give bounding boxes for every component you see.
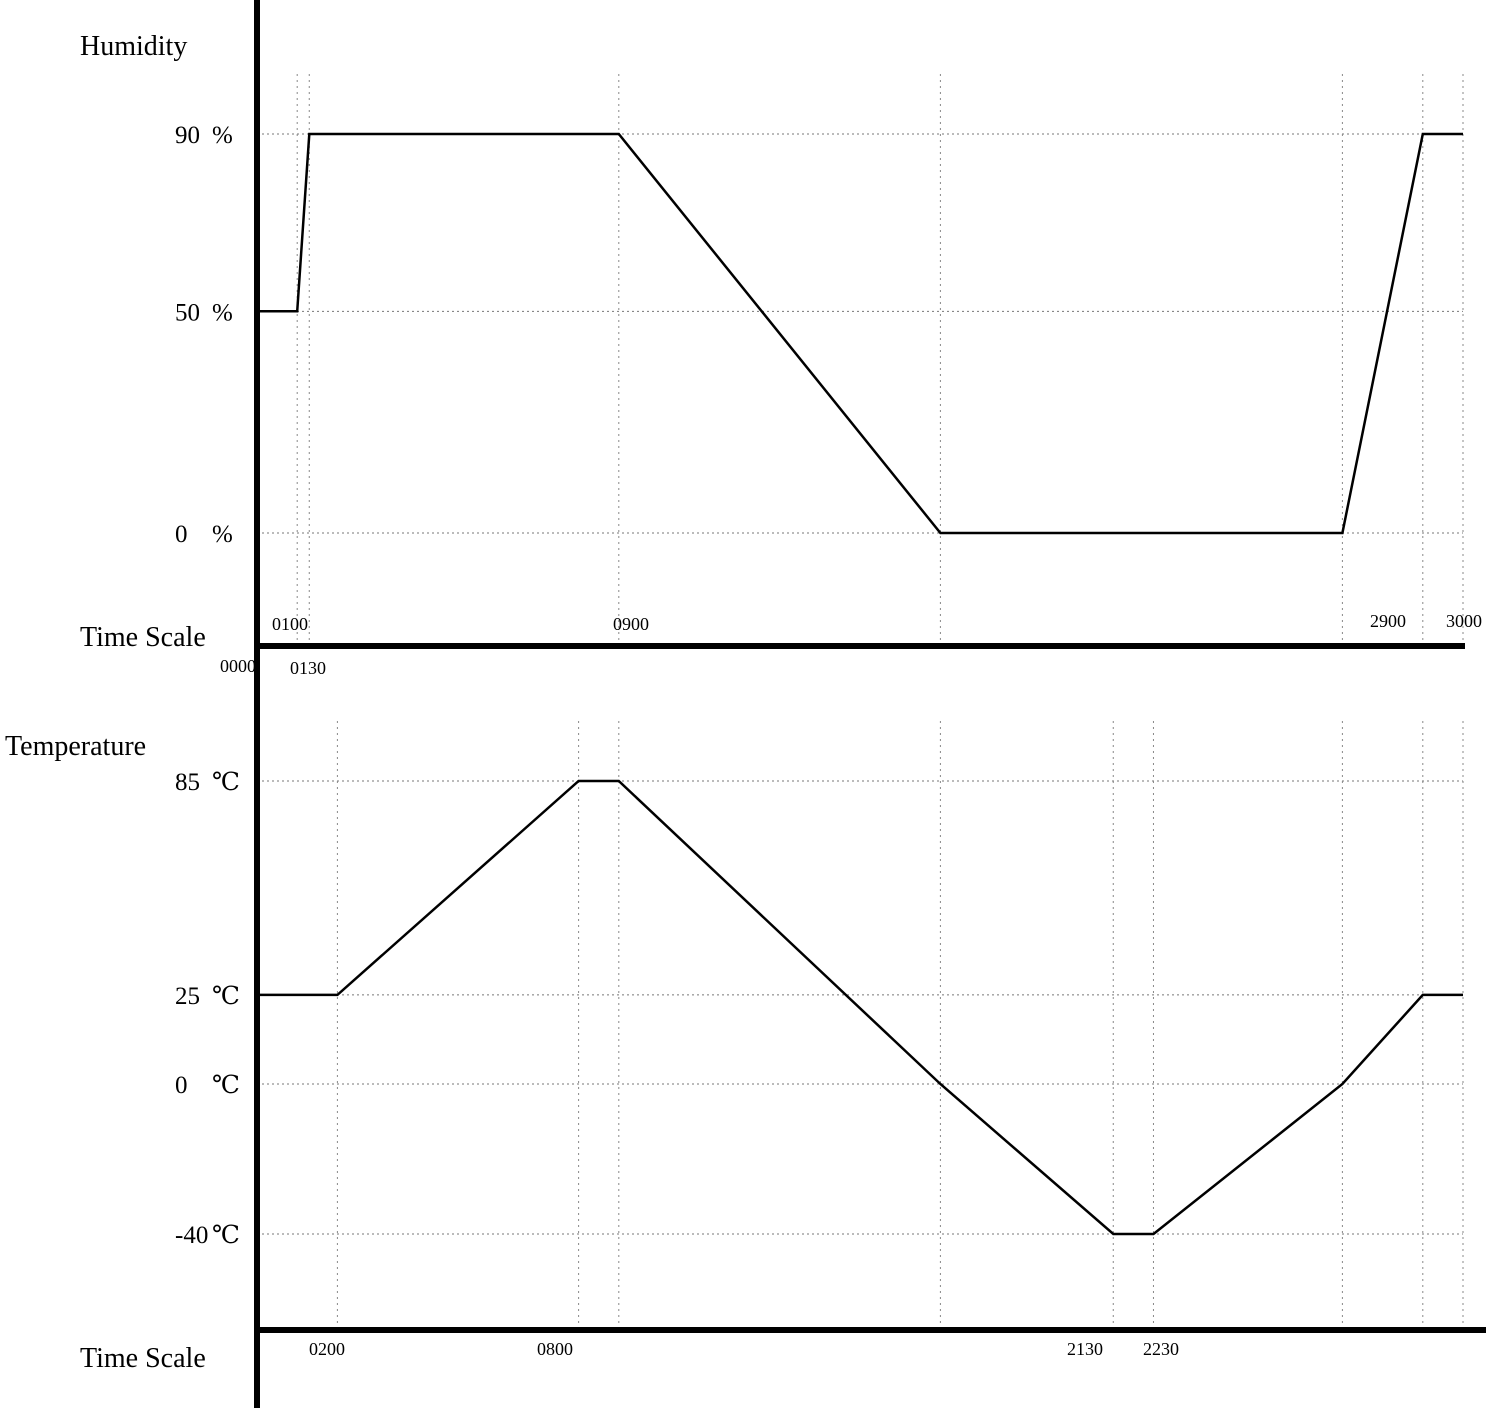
series <box>257 132 1463 1236</box>
temperature-x-tick-label: 0800 <box>537 1339 573 1359</box>
humidity-y-tick-label: 50 <box>175 299 200 326</box>
temperature-x-tick-label: 2230 <box>1143 1339 1179 1359</box>
temperature-y-tick-label: 0 <box>175 1072 188 1099</box>
axes <box>254 0 1486 1408</box>
temperature-axis-title: Temperature <box>5 731 146 762</box>
temperature-y-tick-label: -40 <box>175 1222 208 1249</box>
temperature-y-tick-label: 25 <box>175 983 200 1010</box>
humidity-y-unit-label: % <box>212 521 233 548</box>
temperature-x-tick-label: 2130 <box>1067 1339 1103 1359</box>
grid-lines <box>257 74 1464 1330</box>
humidity-y-tick-label: 90 <box>175 122 200 149</box>
temperature-series-line <box>257 779 1463 1236</box>
temperature-y-unit-label: ℃ <box>212 769 240 796</box>
labels: Humidity Time Scale Temperature Time Sca… <box>5 31 206 1374</box>
temperature-x-tick-label: 0200 <box>309 1339 345 1359</box>
humidity-y-unit-label: % <box>212 122 233 149</box>
humidity-time-scale-label: Time Scale <box>80 622 206 653</box>
temperature-y-unit-label: ℃ <box>212 1072 240 1099</box>
humidity-x-tick-label: 0100 <box>272 614 308 634</box>
humidity-y-tick-label: 0 <box>175 521 188 548</box>
temperature-y-tick-label: 85 <box>175 769 200 796</box>
humidity-x-tick-label: 3000 <box>1446 611 1482 631</box>
temperature-y-unit-label: ℃ <box>212 1222 240 1249</box>
humidity-y-unit-label: % <box>212 299 233 326</box>
tick-labels: 90 % 50 % 0 % 0000 0100 0130 0900 2900 3000 85 ℃ 25 ℃ 0 ℃… <box>175 122 1482 1359</box>
humidity-x-tick-label: 0000 <box>220 656 256 676</box>
humidity-series-line <box>257 132 1463 535</box>
humidity-x-tick-label: 2900 <box>1370 611 1406 631</box>
humidity-x-tick-label: 0130 <box>290 658 326 678</box>
temperature-y-unit-label: ℃ <box>212 983 240 1010</box>
humidity-x-tick-label: 0900 <box>613 614 649 634</box>
humidity-axis-title: Humidity <box>80 31 187 62</box>
temperature-time-scale-label: Time Scale <box>80 1343 206 1374</box>
